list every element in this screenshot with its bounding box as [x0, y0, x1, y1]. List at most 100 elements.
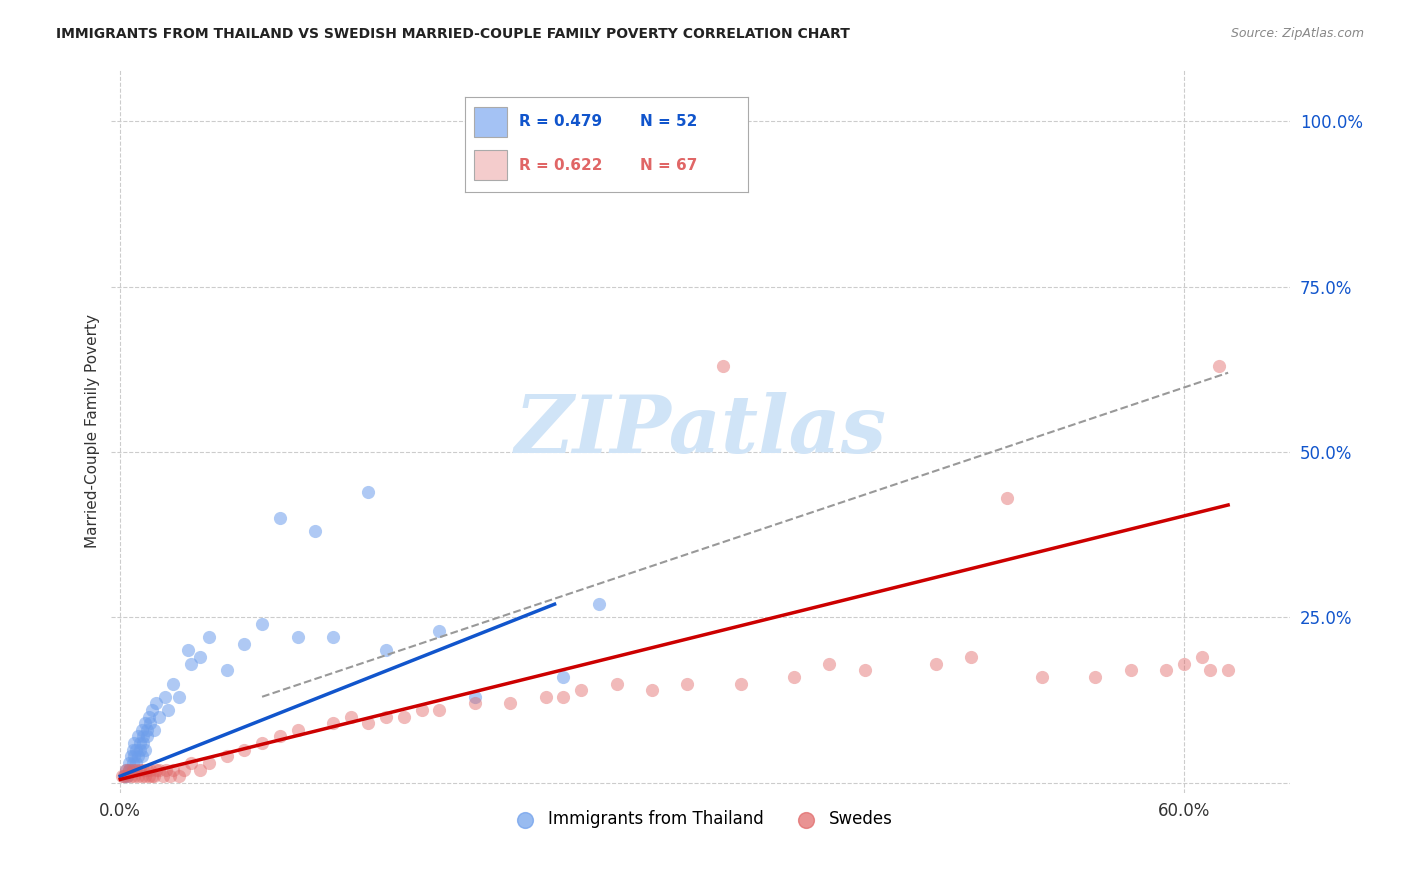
Point	[427, 624, 450, 638]
Point	[148, 709, 170, 723]
Point	[357, 716, 380, 731]
Point	[139, 716, 162, 731]
Point	[132, 736, 155, 750]
Point	[114, 763, 136, 777]
Point	[730, 676, 752, 690]
Point	[141, 769, 163, 783]
Point	[112, 769, 135, 783]
Point	[142, 769, 165, 783]
Point	[138, 769, 160, 783]
Point	[215, 663, 238, 677]
Point	[783, 670, 806, 684]
Point	[411, 703, 433, 717]
Text: ZIPatlas: ZIPatlas	[515, 392, 887, 469]
Point	[128, 742, 150, 756]
Point	[117, 769, 139, 783]
Point	[112, 769, 135, 783]
Point	[250, 617, 273, 632]
Point	[127, 730, 149, 744]
Point	[139, 763, 162, 777]
Point	[138, 709, 160, 723]
Point	[159, 769, 181, 783]
Point	[188, 763, 211, 777]
Point	[375, 643, 398, 657]
Point	[135, 730, 157, 744]
Point	[924, 657, 946, 671]
Point	[588, 597, 610, 611]
Point	[117, 769, 139, 783]
Point	[114, 763, 136, 777]
Point	[198, 630, 221, 644]
Point	[120, 749, 142, 764]
Point	[960, 650, 983, 665]
Point	[118, 763, 141, 777]
Point	[128, 763, 150, 777]
Point	[125, 756, 148, 770]
Point	[269, 511, 291, 525]
Point	[553, 690, 575, 704]
Point	[153, 690, 176, 704]
Point	[125, 763, 148, 777]
Point	[711, 359, 734, 373]
Point	[142, 723, 165, 737]
Point	[287, 630, 309, 644]
Point	[145, 697, 167, 711]
Point	[173, 763, 195, 777]
Point	[132, 730, 155, 744]
Point	[135, 723, 157, 737]
Point	[339, 709, 361, 723]
Point	[127, 749, 149, 764]
Text: Source: ZipAtlas.com: Source: ZipAtlas.com	[1230, 27, 1364, 40]
Point	[145, 763, 167, 777]
Point	[322, 630, 344, 644]
Point	[180, 756, 202, 770]
Point	[148, 763, 170, 777]
Point	[375, 709, 398, 723]
Point	[157, 703, 180, 717]
Point	[233, 742, 256, 756]
Text: IMMIGRANTS FROM THAILAND VS SWEDISH MARRIED-COUPLE FAMILY POVERTY CORRELATION CH: IMMIGRANTS FROM THAILAND VS SWEDISH MARR…	[56, 27, 851, 41]
Point	[134, 769, 156, 783]
Y-axis label: Married-Couple Family Poverty: Married-Couple Family Poverty	[86, 314, 100, 548]
Point	[124, 749, 146, 764]
Point	[553, 670, 575, 684]
Point	[131, 723, 153, 737]
Point	[1208, 359, 1230, 373]
Point	[233, 637, 256, 651]
Point	[1119, 663, 1142, 677]
Point	[1216, 663, 1239, 677]
Point	[676, 676, 699, 690]
Point	[120, 763, 142, 777]
Point	[118, 756, 141, 770]
Point	[135, 763, 157, 777]
Point	[269, 730, 291, 744]
Point	[120, 769, 142, 783]
Point	[131, 769, 153, 783]
Point	[304, 524, 326, 539]
Point	[167, 769, 190, 783]
Point	[1154, 663, 1177, 677]
Point	[464, 690, 486, 704]
Point	[322, 716, 344, 731]
Point	[641, 683, 664, 698]
Point	[427, 703, 450, 717]
Point	[818, 657, 841, 671]
Point	[569, 683, 592, 698]
Point	[995, 491, 1018, 506]
Point	[499, 697, 522, 711]
Point	[162, 676, 184, 690]
Point	[128, 736, 150, 750]
Point	[121, 742, 143, 756]
Point	[167, 690, 190, 704]
Point	[287, 723, 309, 737]
Point	[392, 709, 415, 723]
Point	[121, 763, 143, 777]
Point	[357, 484, 380, 499]
Point	[124, 769, 146, 783]
Point	[134, 742, 156, 756]
Point	[1199, 663, 1222, 677]
Point	[1031, 670, 1053, 684]
Point	[121, 756, 143, 770]
Point	[250, 736, 273, 750]
Point	[176, 643, 198, 657]
